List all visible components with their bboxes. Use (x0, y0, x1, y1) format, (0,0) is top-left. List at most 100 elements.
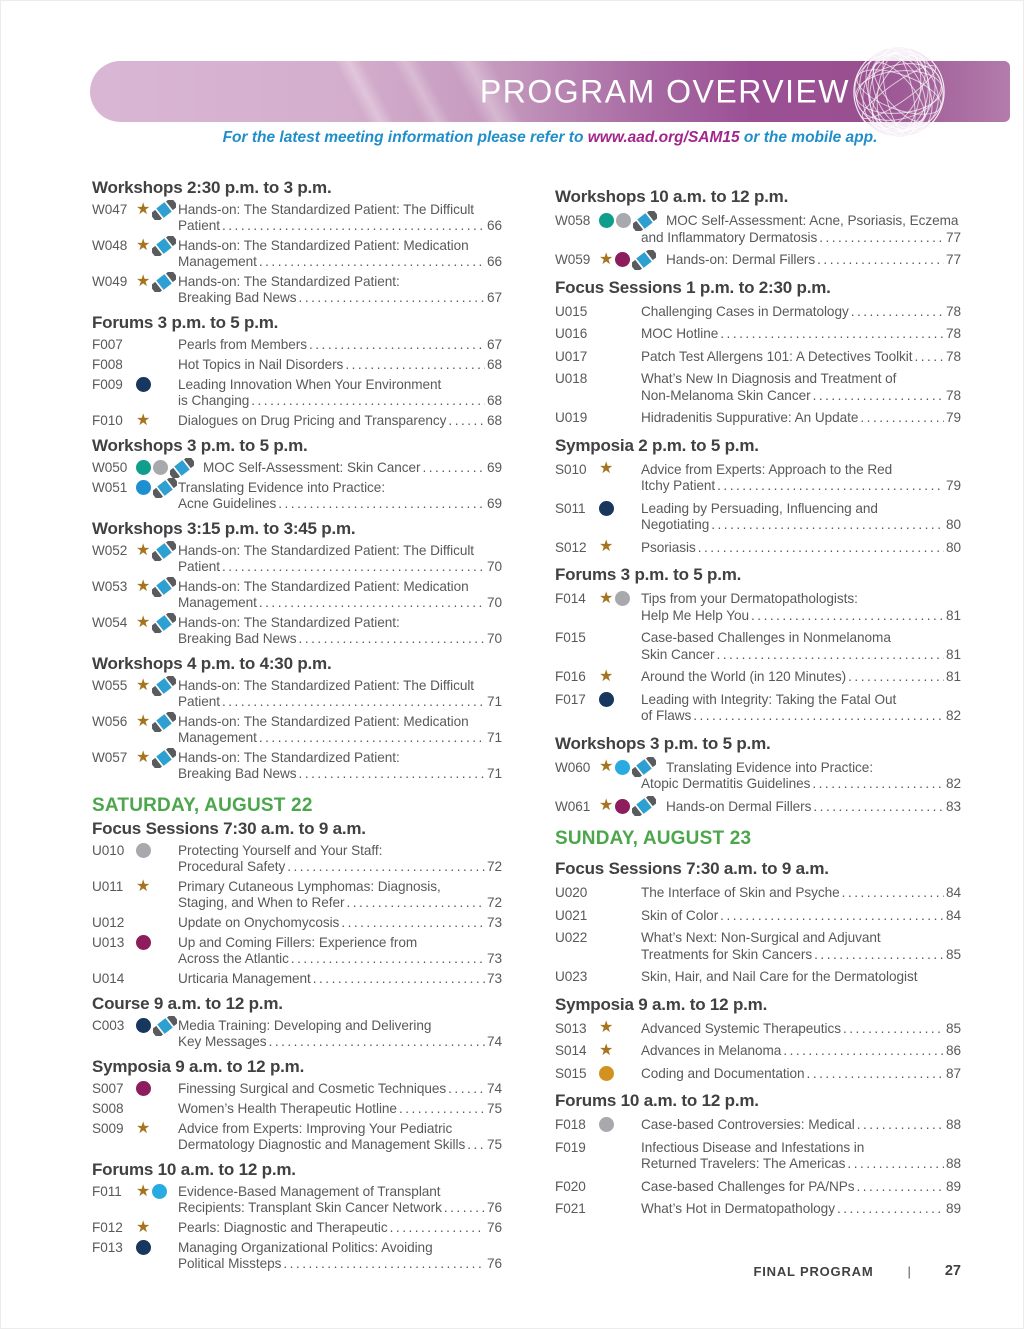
section-heading: Symposia 9 a.m. to 12 p.m. (555, 994, 768, 1014)
page-number: 66 (486, 254, 502, 269)
section-heading: Symposia 9 a.m. to 12 p.m. (92, 1057, 305, 1076)
session-title-line: Negotiating (641, 517, 710, 532)
page-number: 68 (486, 413, 502, 428)
session-title-line: Case-based Challenges for PA/NPs (641, 1178, 855, 1194)
marker-icon (152, 540, 177, 561)
session-f014: F014 ★ Tips from your Dermatopathologists:… (555, 589, 961, 625)
section-heading: Symposia 2 p.m. to 5 p.m. (555, 435, 759, 455)
session-title-line: Key Messages (178, 1034, 267, 1049)
page-number: 84 (945, 907, 961, 923)
session-w055: W055 ★ Hands-on: The Standardized Patient… (92, 675, 502, 710)
marker-icon (632, 796, 657, 816)
session-title-line: Advice from Experts: Approach to the Red (641, 461, 893, 477)
session-code: W048 (92, 238, 128, 253)
navy-circle-icon (136, 1240, 151, 1255)
footer-separator: | (907, 1263, 911, 1279)
session-code: W061 (555, 798, 591, 814)
star-icon: ★ (136, 712, 151, 730)
session-code: S009 (92, 1121, 124, 1136)
page-number: 71 (486, 694, 502, 709)
star-icon: ★ (136, 1218, 151, 1236)
session-title-line: Pearls: Diagnostic and Therapeutic (178, 1220, 388, 1235)
dot-leader (346, 895, 485, 911)
session-title-line: MOC Hotline (641, 326, 719, 341)
session-icons: ★ (599, 589, 631, 608)
dot-leader (751, 608, 944, 625)
gray-circle-icon (615, 591, 631, 606)
session-w057: W057 ★ Hands-on: The Standardized Patient… (92, 747, 502, 782)
page-number: 80 (945, 539, 961, 555)
session-code: U010 (92, 843, 125, 858)
section-heading: Workshops 10 a.m. to 12 p.m. (555, 187, 789, 206)
dot-leader (283, 1256, 485, 1272)
session-title-line: Case-based Controversies: Medical (641, 1117, 855, 1132)
session-code: F012 (92, 1220, 123, 1235)
session-title-line: Infectious Disease and Infestations in (641, 1139, 865, 1155)
session-title-line: What’s Hot in Dermatopathology (641, 1201, 835, 1216)
marker-icon (633, 210, 657, 231)
star-icon: ★ (136, 1182, 151, 1200)
session-title-line: Management (178, 595, 257, 610)
dot-leader (278, 496, 485, 512)
page-number: 79 (945, 410, 961, 425)
session-f013: F013 Managing Organizational Politics: Av… (92, 1240, 502, 1272)
marker-icon (153, 477, 177, 498)
cyan-circle-icon (152, 1184, 168, 1199)
session-code: F014 (555, 591, 586, 606)
session-icons: ★ (599, 1019, 613, 1038)
session-icons (136, 1015, 177, 1036)
session-u021: U021 Skin of Color 84 (555, 908, 961, 925)
marker-icon (170, 457, 194, 478)
dot-leader (448, 1081, 485, 1097)
session-code: F019 (555, 1139, 586, 1155)
gray-circle-icon (616, 213, 631, 228)
session-title-line: Skin of Color (641, 907, 719, 923)
page-number: 78 (945, 326, 961, 341)
session-title-line: Returned Travelers: The Americas (641, 1156, 846, 1171)
dot-leader (860, 410, 944, 427)
star-icon: ★ (136, 236, 151, 254)
day-heading: SUNDAY, AUGUST 23 (555, 828, 752, 849)
session-s011: S011 Leading by Persuading, Influencing a… (555, 500, 961, 534)
page-number: 88 (945, 1156, 961, 1171)
session-icons: ★ (599, 249, 657, 270)
session-title-line: Evidence-Based Management of Transplant (178, 1184, 441, 1199)
session-icons: ★ (599, 796, 657, 816)
session-code: W047 (92, 202, 128, 217)
session-code: U022 (555, 930, 588, 945)
session-title-line: Hands-on Dermal Fillers (666, 798, 812, 814)
dot-leader (299, 766, 485, 782)
session-u017: U017 Patch Test Allergens 101: A Detectiv… (555, 349, 961, 366)
session-f015: F015 Case-based Challenges in Nonmelanoma… (555, 630, 961, 663)
dot-leader (807, 1066, 944, 1083)
page-number: 78 (945, 348, 961, 364)
meeting-info-note: For the latest meeting information pleas… (90, 129, 1010, 147)
session-title-line: Hands-on: The Standardized Patient: Medi… (178, 579, 469, 594)
session-title-line: MOC Self-Assessment: Skin Cancer (203, 460, 421, 475)
session-code: U014 (92, 971, 125, 986)
session-title-line: Urticaria Management (178, 971, 311, 986)
star-icon: ★ (599, 667, 614, 685)
page-number: 70 (486, 631, 502, 646)
page-number: 82 (945, 708, 961, 723)
session-s010: S010 ★ Advice from Experts: Approach to th… (555, 461, 961, 495)
session-title-line: and Inflammatory Dermatosis (641, 229, 818, 245)
session-title-line: Managing Organizational Politics: Avoidi… (178, 1240, 433, 1255)
page-number: 75 (486, 1137, 502, 1152)
dot-leader (259, 254, 485, 270)
page-number: 81 (945, 646, 961, 662)
page-number: 76 (486, 1256, 502, 1271)
section-heading: Forums 3 p.m. to 5 p.m. (92, 313, 279, 332)
session-title-line: Acne Guidelines (178, 496, 277, 511)
star-icon: ★ (136, 272, 151, 290)
session-title-line: Leading Innovation When Your Environment (178, 377, 442, 392)
navy-circle-icon (599, 691, 614, 707)
cyan-circle-icon (615, 759, 631, 775)
session-icons: ★ (136, 540, 177, 561)
session-title-line: Staging, and When to Refer (178, 895, 345, 910)
session-title-line: Management (178, 254, 257, 269)
aad-url-link[interactable]: www.aad.org/SAM15 (587, 129, 740, 146)
session-code: U023 (555, 969, 588, 984)
session-icons (136, 1079, 151, 1098)
session-code: F021 (555, 1201, 586, 1216)
